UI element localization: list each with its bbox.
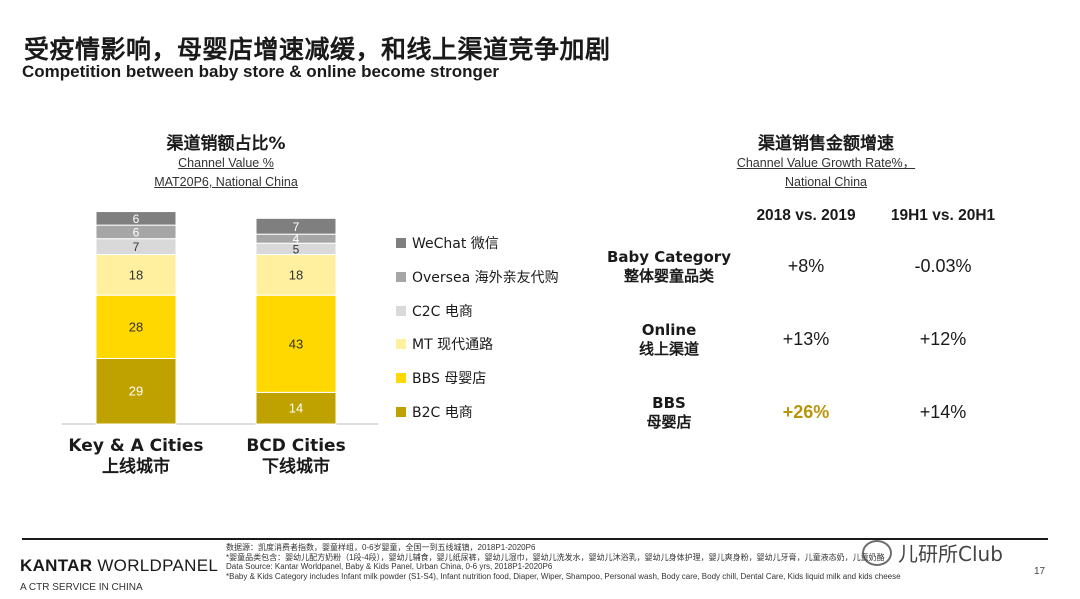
category-label-en: Key & A Cities bbox=[68, 436, 204, 456]
data-label: 7 bbox=[293, 220, 300, 234]
table-row-label: Online 线上渠道 bbox=[600, 321, 738, 359]
left-chart-subtitle-1: Channel Value % bbox=[178, 156, 274, 170]
kantar-logo: KANTAR WORLDPANEL bbox=[20, 556, 218, 576]
legend-label: C2C 电商 bbox=[412, 303, 473, 320]
logo-rest: WORLDPANEL bbox=[92, 556, 219, 575]
legend-item: MT 现代通路 bbox=[396, 334, 493, 354]
category-label-en: BCD Cities bbox=[246, 436, 346, 456]
legend-item: WeChat 微信 bbox=[396, 233, 499, 253]
row-label-en: BBS bbox=[652, 394, 686, 412]
category-label-cn: 上线城市 bbox=[102, 457, 170, 477]
legend-swatch bbox=[396, 305, 406, 316]
data-label: 14 bbox=[289, 401, 303, 416]
row-label-cn: 母婴店 bbox=[646, 413, 692, 431]
footnote-2: *婴童品类包含：婴幼儿配方奶粉（1段-4段），婴幼儿辅食，婴儿纸尿裤，婴幼儿湿巾… bbox=[226, 552, 885, 562]
table-cell: +8% bbox=[787, 256, 825, 276]
data-label: 7 bbox=[133, 240, 140, 254]
data-label: 43 bbox=[289, 336, 303, 351]
data-label: 28 bbox=[129, 319, 143, 334]
legend-label: WeChat 微信 bbox=[412, 236, 499, 252]
row-label-cn: 整体婴童品类 bbox=[623, 267, 714, 285]
bar-segment bbox=[255, 391, 337, 425]
footnote-3: Data Source: Kantar Worldpanel, Baby & K… bbox=[226, 562, 553, 572]
table-cell: +14% bbox=[919, 402, 967, 422]
data-label: 6 bbox=[133, 225, 140, 239]
footnotes: 数据源：凯度消费者指数，婴童样组，0-6岁婴童，全国一到五线城镇，2018P1-… bbox=[226, 543, 1036, 581]
legend-swatch bbox=[396, 339, 406, 350]
bar-segment bbox=[95, 254, 177, 296]
left-chart-title: 渠道销额占比% bbox=[166, 134, 286, 154]
table-column-header: 19H1 vs. 20H1 bbox=[890, 207, 996, 224]
bar-segment bbox=[95, 294, 177, 359]
table-row-label: Baby Category 整体婴童品类 bbox=[600, 248, 738, 286]
page-number: 17 bbox=[1034, 566, 1046, 577]
left-chart-header: 渠道销额占比% Channel Value % MAT20P6, Nationa… bbox=[110, 129, 342, 192]
table-column-header: 2018 vs. 2019 bbox=[756, 207, 856, 224]
category-label: Key & A Cities 上线城市 bbox=[46, 436, 226, 478]
legend-item: BBS 母婴店 bbox=[396, 368, 486, 388]
logo-subtitle: A CTR SERVICE IN CHINA bbox=[20, 582, 143, 593]
legend-item: C2C 电商 bbox=[396, 301, 473, 321]
legend-item: Oversea 海外亲友代购 bbox=[396, 267, 559, 287]
category-label-cn: 下线城市 bbox=[262, 457, 330, 477]
page-title: 受疫情影响，母婴店增速减缓，和线上渠道竞争加剧 bbox=[24, 35, 611, 64]
legend-swatch bbox=[396, 271, 406, 282]
legend-swatch bbox=[396, 407, 406, 417]
legend-item: B2C 电商 bbox=[396, 402, 473, 422]
bar-segment bbox=[255, 217, 337, 235]
data-label: 18 bbox=[129, 267, 143, 282]
bar-segment bbox=[95, 357, 177, 425]
table-cell: +12% bbox=[919, 329, 967, 349]
table-cell: +26% bbox=[782, 402, 830, 422]
row-label-en: Baby Category bbox=[607, 248, 731, 266]
legend-swatch bbox=[396, 238, 406, 248]
table-cell: +13% bbox=[782, 329, 830, 349]
legend-label: B2C 电商 bbox=[412, 405, 473, 421]
data-label: 5 bbox=[293, 242, 300, 256]
table-cell: -0.03% bbox=[914, 256, 972, 276]
legend-swatch bbox=[396, 373, 406, 384]
left-chart-subtitle-2: MAT20P6, National China bbox=[154, 175, 298, 189]
legend-label: BBS 母婴店 bbox=[412, 371, 487, 388]
bar-segment bbox=[255, 254, 337, 296]
data-label: 6 bbox=[133, 212, 140, 226]
watermark-text: 儿研所Club bbox=[898, 542, 1003, 566]
table-row-label: BBS 母婴店 bbox=[600, 394, 738, 432]
row-label-en: Online bbox=[641, 321, 697, 339]
data-label: 4 bbox=[293, 232, 300, 246]
right-table-subtitle-2: National China bbox=[785, 175, 867, 189]
legend-label: MT 现代通路 bbox=[412, 337, 494, 354]
footnote-1: 数据源：凯度消费者指数，婴童样组，0-6岁婴童，全国一到五线城镇，2018P1-… bbox=[226, 543, 536, 552]
category-label: BCD Cities 下线城市 bbox=[206, 436, 386, 478]
watermark: 儿研所Club bbox=[862, 538, 1003, 567]
wechat-icon bbox=[862, 539, 892, 566]
data-label: 29 bbox=[129, 384, 143, 399]
data-label: 18 bbox=[289, 267, 303, 282]
bar-segment bbox=[255, 294, 337, 393]
right-table-subtitle-1: Channel Value Growth Rate%， bbox=[736, 156, 916, 170]
right-table-title: 渠道销售金额增速 bbox=[758, 134, 894, 154]
bar-segment bbox=[95, 211, 177, 226]
page-subtitle: Competition between baby store & online … bbox=[22, 62, 500, 81]
legend-label: Oversea 海外亲友代购 bbox=[412, 269, 559, 286]
right-table-header: 渠道销售金额增速 Channel Value Growth Rate%， Nat… bbox=[690, 129, 962, 192]
footnote-4: *Baby & Kids Category includes Infant mi… bbox=[226, 571, 901, 581]
footer-divider bbox=[22, 538, 1048, 540]
row-label-cn: 线上渠道 bbox=[638, 340, 699, 358]
logo-bold: KANTAR bbox=[20, 556, 93, 575]
